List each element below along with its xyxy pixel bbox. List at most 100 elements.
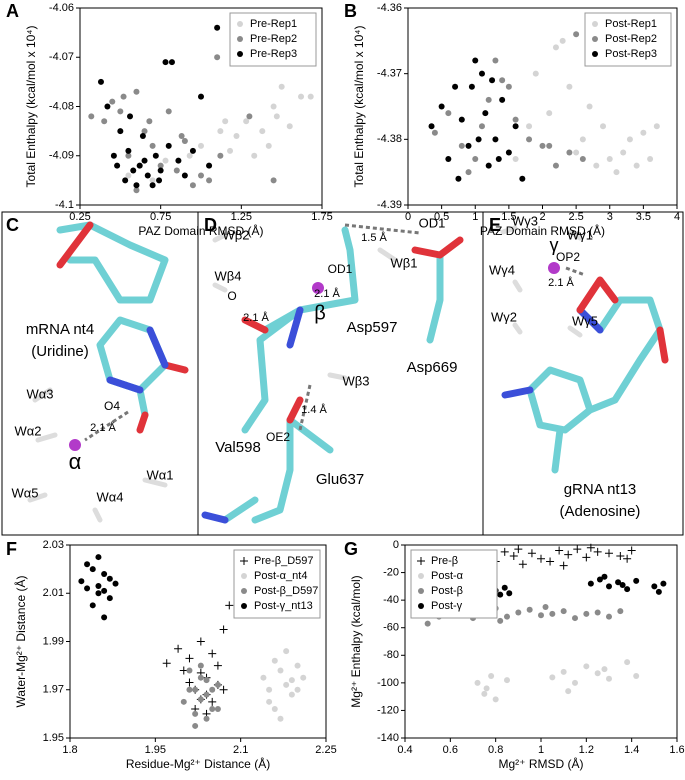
legend-box bbox=[410, 549, 498, 619]
point bbox=[546, 142, 553, 149]
point bbox=[512, 116, 519, 123]
point bbox=[515, 609, 522, 616]
point bbox=[273, 113, 280, 120]
point bbox=[455, 175, 462, 182]
point bbox=[197, 696, 204, 703]
point bbox=[206, 177, 213, 184]
point bbox=[156, 177, 163, 184]
point bbox=[512, 123, 519, 130]
point bbox=[288, 677, 295, 684]
point bbox=[186, 686, 193, 693]
point bbox=[549, 610, 556, 617]
point bbox=[127, 113, 134, 120]
sticks bbox=[56, 221, 169, 304]
y-tick-label: -80 bbox=[383, 649, 399, 661]
x-tick-label: 1.8 bbox=[62, 744, 77, 756]
legend-box bbox=[584, 12, 672, 67]
y-tick-label: -4.07 bbox=[49, 51, 74, 63]
point bbox=[532, 70, 539, 77]
sticks bbox=[576, 276, 669, 364]
point bbox=[565, 688, 572, 695]
y-tick-label: -120 bbox=[377, 704, 399, 716]
y-tick-label: -4.39 bbox=[377, 199, 402, 211]
y-tick-label: 1.97 bbox=[43, 684, 64, 696]
point bbox=[505, 149, 512, 156]
structure-label: 1.5 Å bbox=[361, 231, 387, 244]
point bbox=[512, 156, 519, 163]
panel-label: G bbox=[344, 539, 358, 559]
x-tick-label: 1 bbox=[538, 744, 544, 756]
point bbox=[438, 103, 445, 110]
point bbox=[620, 149, 627, 156]
point bbox=[594, 609, 601, 616]
point bbox=[506, 590, 513, 597]
point bbox=[189, 182, 196, 189]
point bbox=[431, 129, 438, 136]
point bbox=[157, 162, 164, 169]
point bbox=[125, 147, 132, 154]
legend-marker bbox=[592, 36, 598, 42]
point bbox=[478, 70, 485, 77]
point bbox=[605, 549, 613, 558]
point bbox=[492, 136, 499, 143]
point bbox=[587, 580, 594, 587]
y-tick-label: -4.37 bbox=[377, 68, 402, 80]
point bbox=[294, 662, 301, 669]
point bbox=[175, 157, 182, 164]
point bbox=[214, 706, 221, 713]
point bbox=[288, 691, 295, 698]
point bbox=[125, 172, 132, 179]
sticks bbox=[106, 326, 169, 394]
structure-label: 2.1 Å bbox=[90, 421, 116, 434]
point bbox=[149, 177, 156, 184]
y-tick-label: 2.01 bbox=[43, 587, 64, 599]
x-tick-label: 1 bbox=[472, 211, 478, 223]
point bbox=[271, 706, 278, 713]
structure-label: γ bbox=[550, 235, 559, 255]
point bbox=[84, 585, 91, 592]
point bbox=[660, 580, 667, 587]
point bbox=[566, 83, 573, 90]
legend-marker bbox=[240, 557, 248, 565]
y-axis-label: Total Enthalpy (kcal/mol x 10⁴) bbox=[352, 26, 366, 188]
point bbox=[219, 625, 228, 634]
point bbox=[88, 113, 95, 120]
contact-line bbox=[344, 223, 421, 235]
point bbox=[185, 654, 194, 663]
point bbox=[499, 96, 506, 103]
point bbox=[84, 561, 91, 568]
point bbox=[78, 578, 85, 585]
point bbox=[514, 545, 523, 554]
contact-line bbox=[84, 410, 129, 442]
point bbox=[500, 547, 509, 556]
point bbox=[283, 648, 290, 655]
legend-marker bbox=[417, 557, 425, 565]
structure-label: Wα2 bbox=[14, 423, 41, 438]
point bbox=[203, 715, 210, 722]
point bbox=[198, 172, 204, 179]
legend-label: Post-α bbox=[431, 570, 464, 582]
point bbox=[539, 142, 546, 149]
legend-marker bbox=[241, 588, 247, 594]
structure-label: β bbox=[314, 302, 326, 324]
point bbox=[181, 137, 188, 144]
point bbox=[168, 59, 175, 66]
point bbox=[573, 149, 580, 156]
legend-label: Pre-Rep1 bbox=[250, 18, 297, 30]
structure-label: Wα3 bbox=[26, 386, 53, 401]
point bbox=[546, 557, 555, 566]
point bbox=[125, 152, 132, 159]
y-tick-label: -4.06 bbox=[49, 2, 74, 14]
point bbox=[549, 674, 556, 681]
structure-label: (Uridine) bbox=[31, 343, 89, 360]
point bbox=[209, 706, 216, 713]
point bbox=[189, 147, 196, 154]
point bbox=[606, 675, 612, 682]
point bbox=[465, 142, 472, 149]
point bbox=[101, 614, 108, 621]
point bbox=[497, 617, 504, 624]
point bbox=[564, 550, 573, 559]
point bbox=[478, 123, 485, 130]
point bbox=[144, 172, 151, 179]
x-tick-label: 0.75 bbox=[150, 211, 171, 223]
